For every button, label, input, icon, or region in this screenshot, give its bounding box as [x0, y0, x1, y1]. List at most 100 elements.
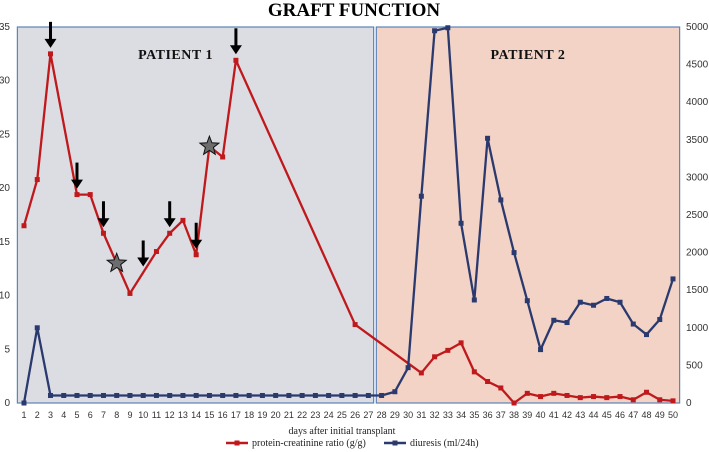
series-1-point: [21, 223, 27, 229]
series-2-point: [538, 347, 544, 353]
y-right-tick-label: 3500: [686, 135, 709, 146]
axes: 0510152025303505001000150020002500300035…: [0, 22, 709, 420]
y-left-tick-label: 5: [4, 344, 10, 355]
y-right-tick-label: 0: [686, 398, 692, 409]
series-1-point: [153, 249, 159, 255]
y-right-tick-label: 5000: [686, 22, 709, 33]
x-tick-label: 50: [668, 410, 678, 420]
panel-label-1: PATIENT 1: [138, 48, 213, 63]
x-tick-label: 16: [218, 410, 228, 420]
series-2-point: [458, 220, 464, 226]
series-1-point: [87, 192, 93, 198]
series-1-point: [458, 340, 464, 346]
series-2-point: [34, 325, 40, 331]
series-2-point: [140, 392, 146, 398]
x-tick-label: 30: [403, 410, 413, 420]
chart-title: GRAFT FUNCTION: [268, 0, 441, 21]
x-tick-label: 11: [152, 410, 161, 420]
panel-1: [16, 26, 375, 404]
x-tick-label: 23: [310, 410, 320, 420]
series: [21, 25, 676, 406]
x-tick-label: 32: [430, 410, 440, 420]
x-tick-label: 19: [257, 410, 267, 420]
x-tick-label: 31: [416, 410, 426, 420]
series-1-point: [538, 394, 544, 400]
series-2-point: [365, 392, 371, 398]
x-tick-label: 1: [21, 410, 26, 420]
x-tick-label: 28: [377, 410, 387, 420]
series-2-point: [339, 392, 345, 398]
series-2-point: [326, 392, 332, 398]
x-tick-label: 13: [178, 410, 188, 420]
series-1-point: [127, 290, 133, 296]
down-arrow-head-icon: [97, 218, 110, 228]
series-2-point: [498, 197, 504, 203]
series-1-point: [220, 154, 226, 160]
x-tick-label: 34: [456, 410, 466, 420]
x-tick-label: 33: [443, 410, 453, 420]
x-tick-label: 24: [324, 410, 334, 420]
x-tick-label: 3: [48, 410, 53, 420]
y-left-tick-label: 0: [4, 398, 10, 409]
y-right-tick-label: 1000: [686, 323, 709, 334]
series-2-point: [206, 392, 212, 398]
y-left-tick-label: 25: [0, 129, 10, 140]
series-2-point: [87, 392, 93, 398]
series-1-point: [577, 395, 583, 401]
series-1-point: [551, 390, 557, 396]
x-tick-label: 12: [165, 410, 175, 420]
x-tick-label: 21: [284, 410, 294, 420]
x-tick-label: 37: [496, 410, 506, 420]
panels: PATIENT 1 PATIENT 2: [16, 26, 681, 404]
series-1-point: [74, 192, 80, 198]
x-tick-label: 27: [363, 410, 373, 420]
legend: protein-creatinine ratio (g/g) diuresis (…: [226, 438, 479, 449]
x-tick-label: 35: [469, 410, 479, 420]
x-tick-label: 43: [575, 410, 585, 420]
y-left-tick-label: 15: [0, 237, 10, 248]
y-right-tick-label: 2000: [686, 248, 709, 259]
y-right-tick-label: 4500: [686, 60, 709, 71]
series-2-point: [432, 28, 438, 34]
down-arrow-head-icon: [44, 38, 57, 48]
series-2-point: [591, 302, 597, 308]
down-arrow-head-icon: [229, 45, 242, 55]
x-tick-label: 46: [615, 410, 625, 420]
series-2-point: [418, 193, 424, 199]
x-tick-label: 29: [390, 410, 400, 420]
x-tick-label: 14: [191, 410, 201, 420]
series-2-point: [604, 295, 610, 301]
series-2-point: [445, 25, 451, 31]
x-tick-label: 8: [114, 410, 119, 420]
y-right-tick-label: 1500: [686, 285, 709, 296]
series-2-point: [61, 392, 67, 398]
series-2-point: [259, 392, 265, 398]
x-tick-label: 10: [138, 410, 148, 420]
x-tick-label: 45: [602, 410, 612, 420]
series-2-point: [233, 392, 239, 398]
x-tick-label: 7: [101, 410, 106, 420]
series-1-point: [180, 217, 186, 223]
star-icon: [105, 251, 128, 273]
legend-entry: diuresis (ml/24h): [410, 438, 479, 449]
y-left-tick-label: 30: [0, 76, 10, 87]
series-2-point: [286, 392, 292, 398]
series-1-point: [657, 397, 663, 403]
series-2-point: [657, 317, 663, 323]
series-2-point: [564, 320, 570, 326]
x-tick-label: 26: [350, 410, 360, 420]
series-1-point: [564, 392, 570, 398]
series-2-point: [220, 392, 226, 398]
series-1-point: [47, 51, 53, 57]
series-1-point: [432, 354, 438, 360]
series-2-point: [379, 392, 385, 398]
series-2-point: [524, 298, 530, 304]
series-1-point: [352, 322, 358, 328]
series-2-point: [246, 392, 252, 398]
x-tick-label: 38: [509, 410, 519, 420]
x-tick-label: 22: [297, 410, 307, 420]
x-tick-label: 5: [74, 410, 79, 420]
y-right-tick-label: 500: [686, 360, 703, 371]
x-tick-label: 2: [35, 410, 40, 420]
